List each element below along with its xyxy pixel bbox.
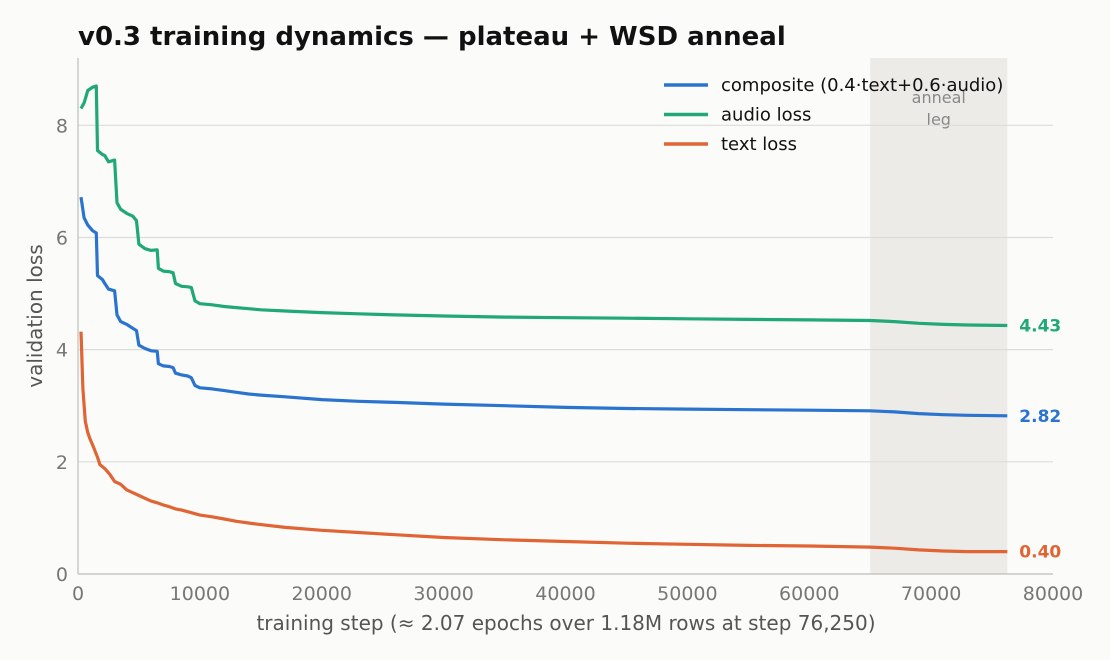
y-tick-label: 2 [56, 452, 68, 474]
y-tick-label: 0 [56, 564, 68, 586]
anneal-label-line1: anneal [912, 88, 966, 107]
x-tick-label: 70000 [901, 583, 961, 605]
y-tick-label: 8 [56, 115, 68, 137]
end-value-label: 2.82 [1019, 407, 1061, 427]
series-line-2 [79, 331, 1008, 554]
x-tick-label: 80000 [1023, 583, 1083, 605]
x-tick-label: 30000 [413, 583, 473, 605]
chart-title: v0.3 training dynamics — plateau + WSD a… [78, 22, 786, 52]
x-tick-label: 10000 [170, 583, 230, 605]
axes: 0 2 4 6 8 0 10000 20000 30000 40000 50000 60000 7000… [56, 58, 1083, 605]
x-tick-label: 40000 [535, 583, 595, 605]
series-line-0 [79, 196, 1008, 418]
legend-label: audio loss [721, 105, 811, 126]
x-axis-label: training step (≈ 2.07 epochs over 1.18M … [256, 611, 875, 635]
end-value-label: 0.40 [1019, 543, 1061, 563]
y-tick-label: 6 [56, 227, 68, 249]
x-tick-label: 20000 [292, 583, 352, 605]
x-tick-label: 60000 [779, 583, 839, 605]
end-labels: 2.82 4.43 0.40 [1019, 317, 1061, 563]
legend-label: composite (0.4·text+0.6·audio) [721, 75, 1003, 96]
x-tick-label: 50000 [657, 583, 717, 605]
series-line-1 [79, 84, 1008, 328]
legend-label: text loss [721, 134, 797, 155]
anneal-region [870, 58, 1008, 574]
y-axis-label: validation loss [23, 244, 47, 387]
end-value-label: 4.43 [1019, 317, 1061, 337]
x-tick-label: 0 [72, 583, 84, 605]
gridlines [78, 124, 1053, 463]
series-lines [79, 84, 1008, 554]
anneal-label-line2: leg [927, 110, 951, 129]
legend: composite (0.4·text+0.6·audio) audio loss… [664, 75, 1003, 155]
y-tick-label: 4 [56, 340, 68, 362]
